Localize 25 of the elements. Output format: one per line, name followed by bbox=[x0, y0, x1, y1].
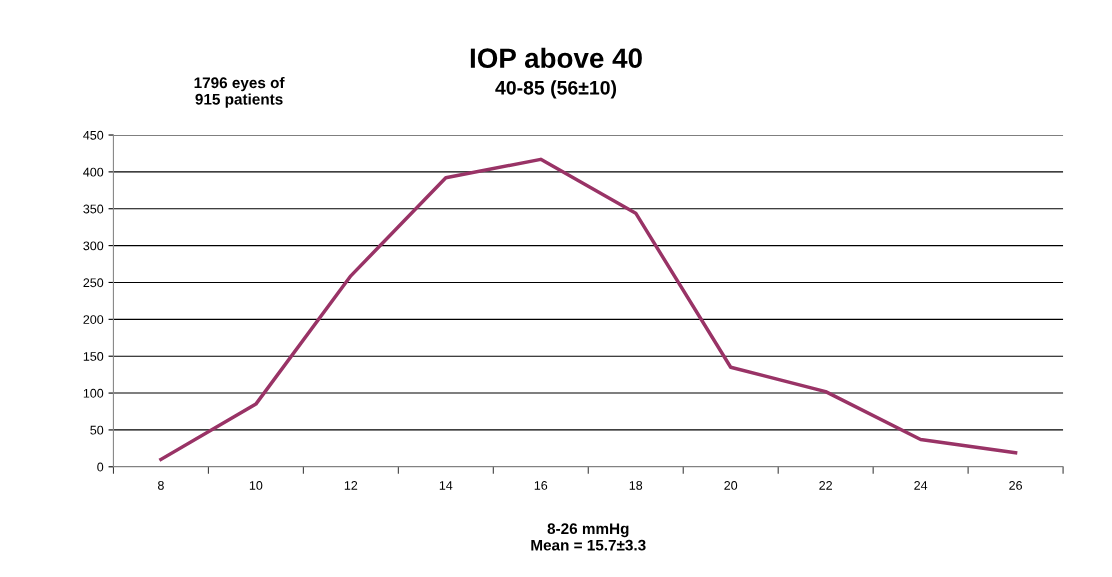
x-tick-label: 20 bbox=[724, 481, 738, 490]
x-tick-label: 10 bbox=[249, 481, 263, 490]
x-tick-label: 14 bbox=[439, 481, 453, 490]
x-tick-label: 12 bbox=[344, 481, 358, 490]
x-tick-label: 18 bbox=[629, 481, 643, 490]
y-tick-label: 300 bbox=[83, 241, 104, 251]
y-tick-label: 0 bbox=[97, 462, 104, 472]
y-tick-label: 400 bbox=[83, 167, 104, 177]
chart-subtitle: 40-85 (56±10) bbox=[495, 80, 617, 99]
text: 1796 eyes of 915 patients bbox=[194, 76, 285, 108]
y-tick-label: 50 bbox=[90, 425, 104, 435]
x-axis-title: 8-26 mmHg Mean = 15.7±3.3 bbox=[531, 523, 646, 551]
y-tick-label: 200 bbox=[83, 315, 104, 324]
y-tick-label: 250 bbox=[83, 278, 104, 288]
y-tick-label: 350 bbox=[83, 204, 104, 214]
x-tick-label: 8 bbox=[157, 481, 164, 490]
x-tick-label: 24 bbox=[914, 481, 928, 490]
y-tick-label: 450 bbox=[83, 130, 104, 140]
x-tick-label: 22 bbox=[819, 481, 832, 490]
y-tick-label: 150 bbox=[83, 352, 104, 361]
line-series bbox=[159, 157, 1018, 462]
chart-title: IOP above 40 bbox=[470, 47, 642, 69]
y-tick-label: 100 bbox=[83, 388, 104, 398]
x-tick-label: 16 bbox=[534, 481, 548, 490]
x-tick-label: 26 bbox=[1009, 481, 1022, 490]
